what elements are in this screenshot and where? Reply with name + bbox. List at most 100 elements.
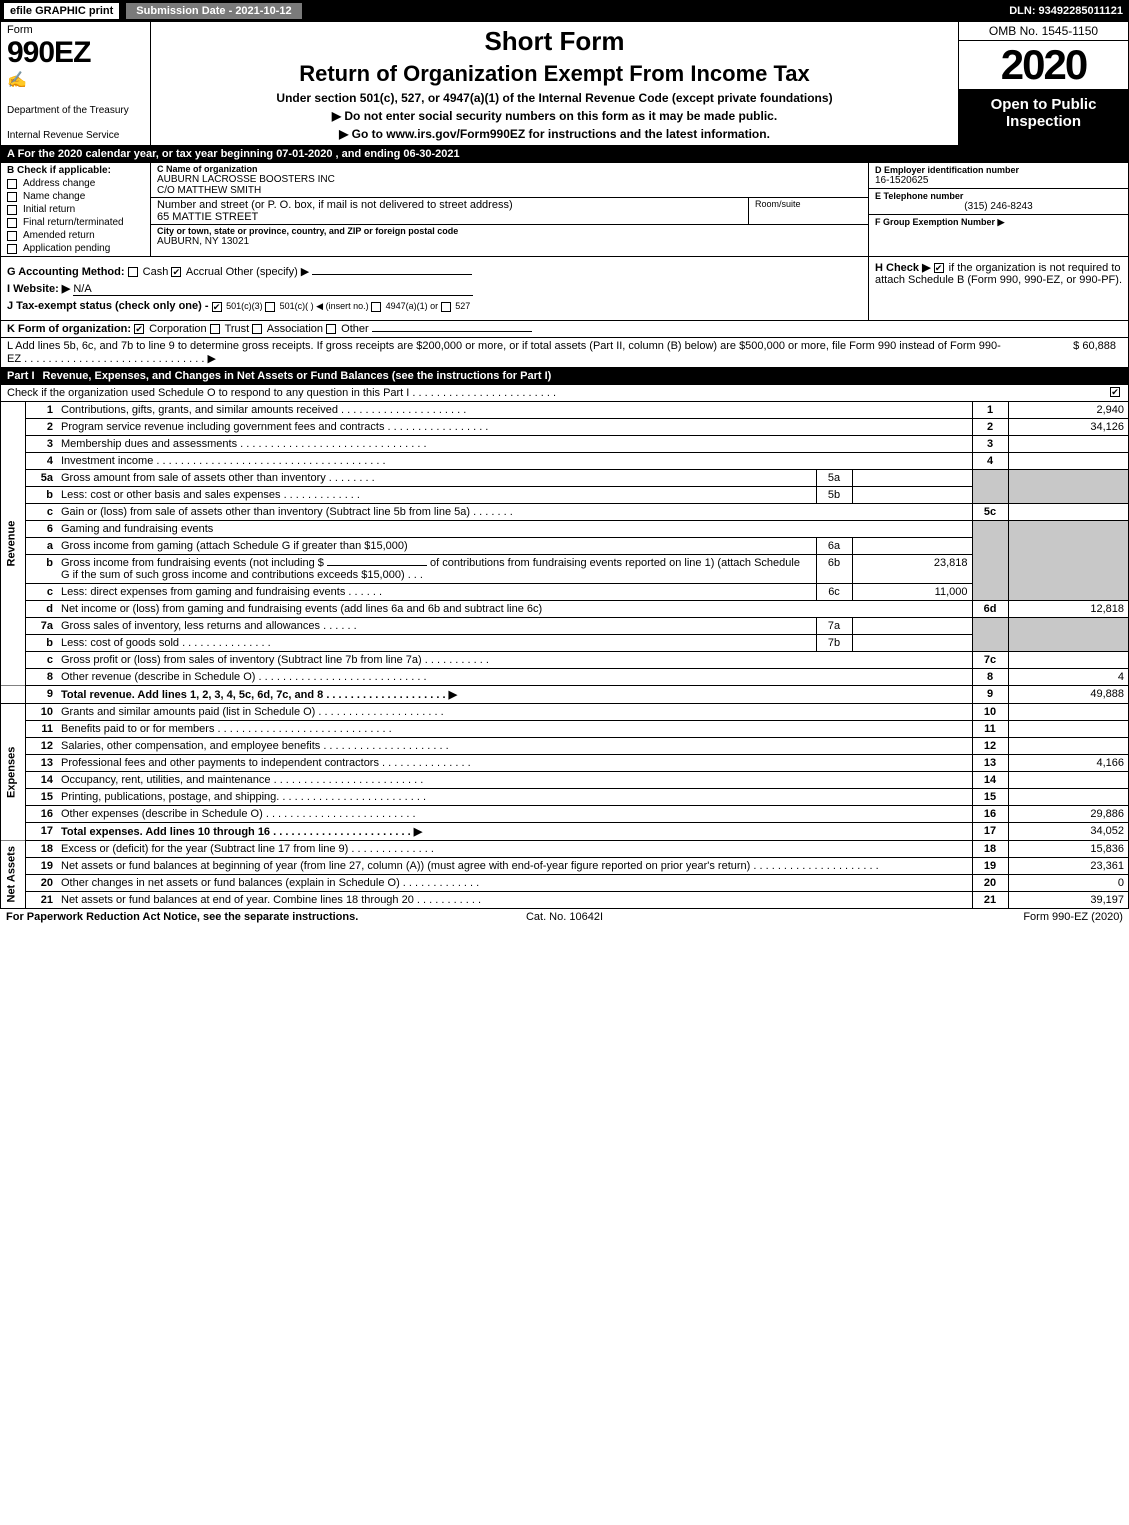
g-accounting-method: G Accounting Method: Cash Accrual Other … [7,265,862,278]
line-18-desc: Excess or (deficit) for the year (Subtra… [57,841,972,858]
checkbox-checked-icon[interactable] [134,324,144,334]
line-6b-blank[interactable] [327,565,427,566]
footer-cat-no: Cat. No. 10642I [378,911,750,923]
goto-irs-link[interactable]: ▶ Go to www.irs.gov/Form990EZ for instru… [161,127,948,141]
d-ein-label: D Employer identification number [875,165,1122,175]
line-9-rnum: 9 [972,686,1008,704]
line-19-desc: Net assets or fund balances at beginning… [57,858,972,875]
line-num: 7a [25,618,57,635]
checkbox-icon[interactable] [441,302,451,312]
line-21-amount: 39,197 [1008,892,1128,909]
org-name: AUBURN LACROSSE BOOSTERS INC [157,174,862,185]
line-7c-rnum: 7c [972,652,1008,669]
line-15-desc: Printing, publications, postage, and shi… [57,789,972,806]
f-label: F Group Exemption Number ▶ [875,217,1004,227]
line-16-desc: Other expenses (describe in Schedule O) … [57,806,972,823]
line-4-rnum: 4 [972,453,1008,470]
line-19-rnum: 19 [972,858,1008,875]
line-num: 6 [25,521,57,538]
i-website-value: N/A [73,283,473,296]
checkbox-icon[interactable] [7,205,17,215]
checkbox-checked-icon[interactable] [934,263,944,273]
line-16-amount: 29,886 [1008,806,1128,823]
c-name-label: C Name of organization [157,164,862,174]
f-group-exemption: F Group Exemption Number ▶ [869,215,1128,230]
checkbox-checked-icon[interactable] [212,302,222,312]
revenue-section-label: Revenue [1,402,25,686]
line-num: 10 [25,704,57,721]
checkbox-icon[interactable] [7,192,17,202]
k-other-input[interactable] [372,331,532,332]
header-left: Form 990EZ ✍ Department of the Treasury … [1,22,151,145]
checkbox-icon[interactable] [128,267,138,277]
d-ein-value: 16-1520625 [875,175,1122,186]
checkbox-icon[interactable] [7,231,17,241]
line-18-amount: 15,836 [1008,841,1128,858]
checkbox-icon[interactable] [7,218,17,228]
line-num: 12 [25,738,57,755]
opt-address-change[interactable]: Address change [7,178,144,189]
line-16-rnum: 16 [972,806,1008,823]
section-bcdef: B Check if applicable: Address change Na… [0,163,1129,257]
top-bar: efile GRAPHIC print Submission Date - 20… [0,0,1129,22]
line-17-amount: 34,052 [1008,823,1128,841]
line-7a-inamt [852,618,972,635]
grey-cell [972,470,1008,504]
efile-graphic-print[interactable]: efile GRAPHIC print [4,3,119,19]
line-5a-innum: 5a [816,470,852,487]
c-city-row: City or town, state or province, country… [151,225,868,248]
line-2-rnum: 2 [972,419,1008,436]
section-ghij: G Accounting Method: Cash Accrual Other … [0,257,1129,321]
line-num: b [25,487,57,504]
grey-cell [1008,470,1128,504]
k-form-of-organization: K Form of organization: Corporation Trus… [0,321,1129,338]
form-label: Form [7,24,144,36]
opt-name-change[interactable]: Name change [7,191,144,202]
line-1-desc: Contributions, gifts, grants, and simila… [57,402,972,419]
checkbox-icon[interactable] [265,302,275,312]
line-14-desc: Occupancy, rent, utilities, and maintena… [57,772,972,789]
form-number: 990EZ [7,36,144,70]
part-i-title: Revenue, Expenses, and Changes in Net As… [43,370,552,382]
g-other-input[interactable] [312,274,472,275]
opt-application-pending[interactable]: Application pending [7,243,144,254]
line-num: c [25,652,57,669]
form-header: Form 990EZ ✍ Department of the Treasury … [0,22,1129,146]
tax-year: 2020 [959,41,1128,90]
line-12-desc: Salaries, other compensation, and employ… [57,738,972,755]
part-i-header: Part I Revenue, Expenses, and Changes in… [0,368,1129,385]
line-5b-innum: 5b [816,487,852,504]
line-9-amount: 49,888 [1008,686,1128,704]
header-center: Short Form Return of Organization Exempt… [151,22,958,145]
net-assets-section-label: Net Assets [1,841,25,909]
line-13-rnum: 13 [972,755,1008,772]
checkbox-checked-icon[interactable] [171,267,181,277]
line-num: 11 [25,721,57,738]
opt-amended-return[interactable]: Amended return [7,230,144,241]
line-3-desc: Membership dues and assessments . . . . … [57,436,972,453]
line-5a-inamt [852,470,972,487]
row-a-tax-year-range: A For the 2020 calendar year, or tax yea… [0,146,1129,163]
line-7b-desc: Less: cost of goods sold . . . . . . . .… [57,635,816,652]
line-14-amount [1008,772,1128,789]
line-6a-inamt [852,538,972,555]
checkbox-icon[interactable] [210,324,220,334]
opt-final-return[interactable]: Final return/terminated [7,217,144,228]
line-7a-desc: Gross sales of inventory, less returns a… [57,618,816,635]
h-check: H Check ▶ if the organization is not req… [868,257,1128,320]
checkbox-icon[interactable] [371,302,381,312]
line-11-amount [1008,721,1128,738]
checkbox-checked-icon[interactable] [1110,387,1120,397]
return-title: Return of Organization Exempt From Incom… [161,61,948,87]
c-street-label: Number and street (or P. O. box, if mail… [157,199,742,211]
line-17-desc: Total expenses. Add lines 10 through 16 … [57,823,972,841]
opt-initial-return[interactable]: Initial return [7,204,144,215]
checkbox-icon[interactable] [252,324,262,334]
submission-date: Submission Date - 2021-10-12 [125,2,302,20]
checkbox-icon[interactable] [7,179,17,189]
do-not-enter-ssn: ▶ Do not enter social security numbers o… [161,109,948,123]
line-num: 13 [25,755,57,772]
checkbox-icon[interactable] [326,324,336,334]
line-5c-desc: Gain or (loss) from sale of assets other… [57,504,972,521]
checkbox-icon[interactable] [7,244,17,254]
